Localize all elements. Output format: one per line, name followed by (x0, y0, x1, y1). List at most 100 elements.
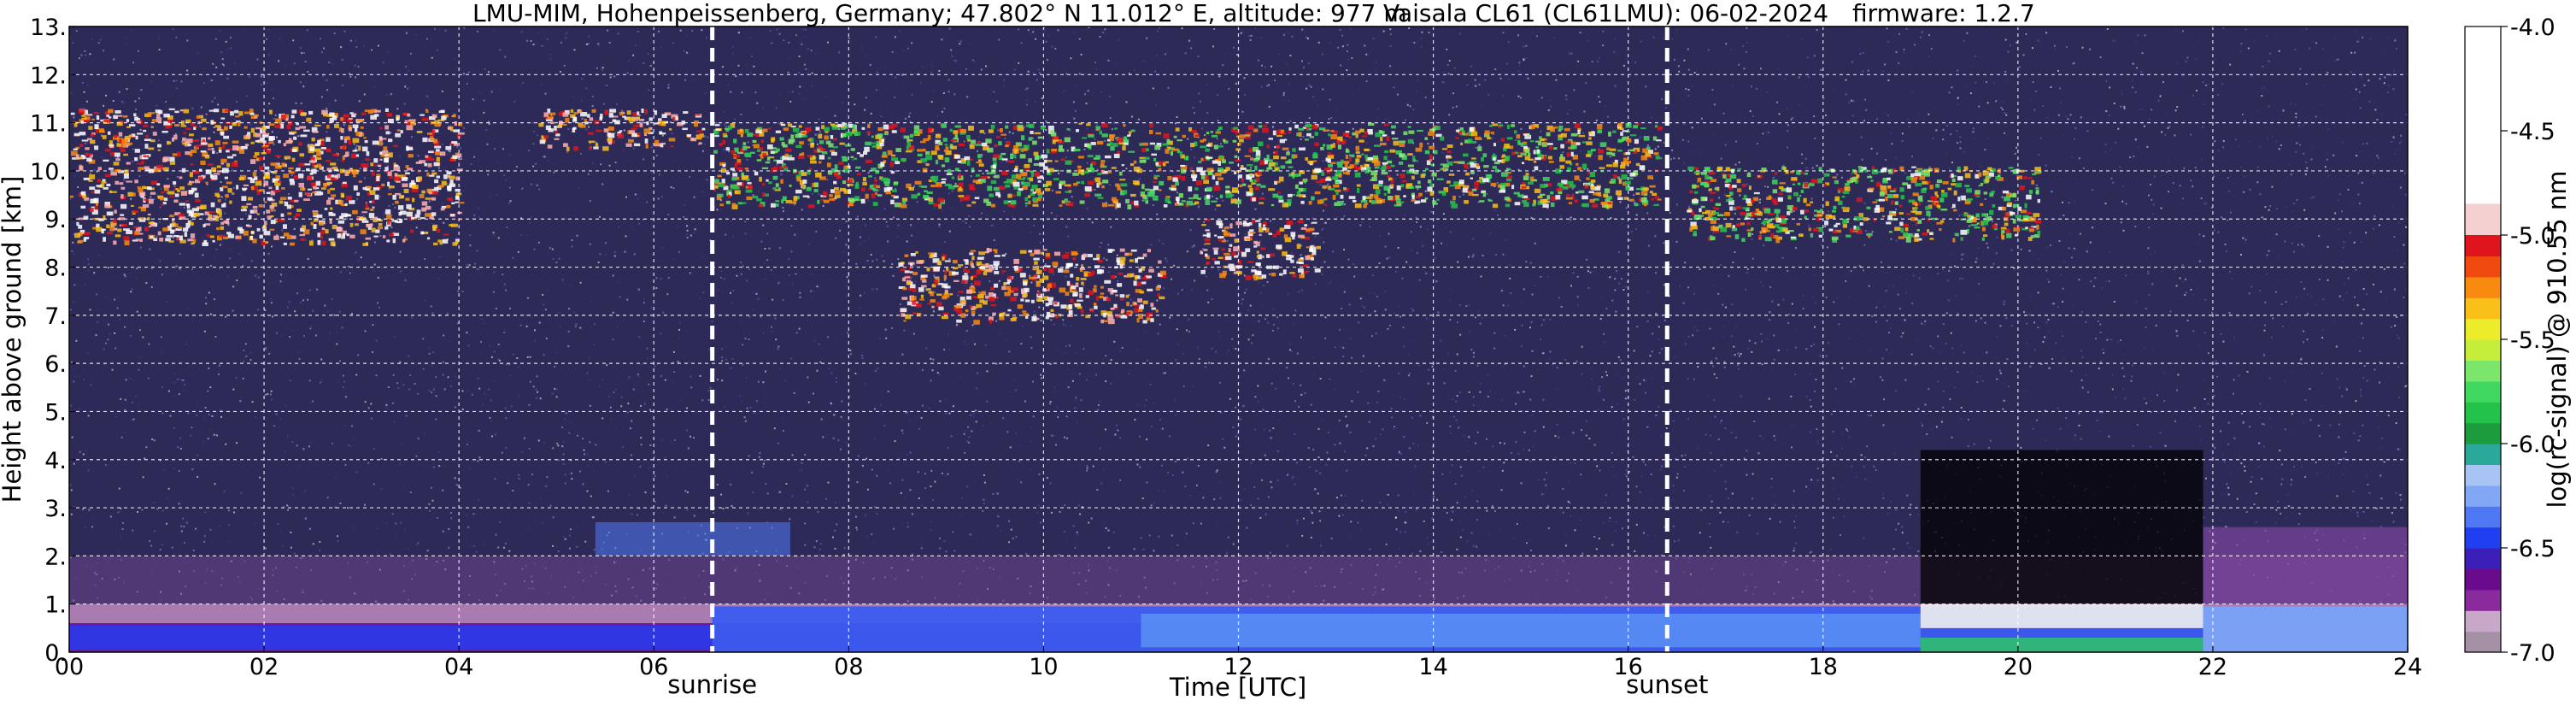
noise-speck (1523, 45, 1525, 48)
noise-speck (2295, 112, 2297, 115)
noise-speck (1864, 98, 1867, 101)
noise-speck (921, 404, 924, 407)
noise-speck (564, 585, 566, 588)
noise-speck (359, 168, 361, 170)
noise-speck (1182, 471, 1184, 474)
noise-speck (1212, 45, 1214, 48)
noise-speck (362, 215, 365, 217)
noise-speck (1430, 174, 1433, 177)
noise-speck (1440, 339, 1442, 342)
noise-speck (425, 191, 427, 192)
noise-speck (1413, 41, 1416, 44)
noise-speck (788, 274, 790, 277)
noise-speck (1573, 192, 1576, 195)
noise-speck (967, 343, 970, 345)
noise-speck (1903, 51, 1905, 54)
noise-speck (791, 495, 794, 497)
noise-speck (1219, 480, 1222, 483)
noise-speck (155, 235, 158, 238)
noise-speck (1051, 189, 1053, 191)
noise-speck (1975, 257, 1978, 260)
noise-speck (1050, 511, 1053, 514)
noise-speck (2309, 419, 2312, 421)
noise-speck (2110, 148, 2112, 150)
noise-speck (2009, 44, 2011, 46)
noise-speck (1529, 571, 1532, 573)
noise-speck (220, 409, 222, 412)
noise-speck (686, 233, 688, 236)
noise-speck (1777, 303, 1780, 306)
title-instrument: Vaisala CL61 (CL61LMU): 06-02-2024 (1383, 0, 1828, 27)
noise-speck (1634, 399, 1636, 402)
noise-speck (205, 297, 207, 299)
noise-speck (138, 97, 140, 100)
noise-speck (211, 79, 214, 81)
noise-speck (197, 403, 199, 406)
noise-speck (1525, 261, 1528, 263)
noise-speck (1859, 52, 1862, 55)
noise-speck (1002, 417, 1005, 420)
noise-speck (746, 279, 748, 282)
noise-speck (211, 570, 214, 573)
noise-speck (593, 549, 596, 551)
noise-speck (1973, 138, 1975, 140)
noise-speck (261, 84, 263, 85)
noise-speck (2355, 268, 2357, 271)
noise-speck (1992, 221, 1993, 223)
noise-speck (1746, 51, 1747, 53)
noise-speck (2318, 235, 2321, 237)
noise-speck (1474, 316, 1476, 319)
noise-speck (2196, 286, 2198, 289)
noise-speck (1105, 527, 1107, 529)
noise-speck (2323, 84, 2326, 86)
noise-speck (477, 377, 479, 379)
noise-speck (2392, 205, 2395, 208)
noise-speck (684, 50, 685, 52)
noise-speck (1609, 156, 1611, 158)
noise-speck (1762, 285, 1764, 287)
noise-speck (536, 397, 538, 399)
noise-speck (842, 582, 845, 585)
noise-speck (1448, 114, 1451, 116)
noise-speck (1960, 407, 1963, 409)
noise-speck (1810, 550, 1812, 553)
noise-speck (577, 434, 578, 437)
noise-speck (1929, 345, 1932, 347)
noise-speck (1143, 404, 1146, 407)
noise-speck (1019, 444, 1022, 446)
noise-speck (950, 435, 953, 438)
noise-speck (628, 376, 631, 379)
noise-speck (1710, 451, 1712, 454)
noise-speck (424, 299, 426, 302)
noise-speck (1323, 261, 1326, 263)
noise-speck (1259, 516, 1262, 519)
noise-speck (1267, 496, 1270, 498)
noise-speck (566, 151, 569, 153)
noise-speck (73, 253, 76, 256)
noise-speck (637, 514, 639, 516)
noise-speck (2194, 57, 2197, 60)
noise-speck (2006, 358, 2009, 361)
noise-speck (2040, 362, 2043, 365)
noise-speck (650, 146, 653, 149)
noise-speck (1116, 254, 1118, 256)
noise-speck (2383, 82, 2385, 85)
noise-speck (428, 200, 431, 203)
noise-speck (1272, 308, 1275, 310)
noise-speck (1709, 327, 1711, 330)
noise-speck (1985, 81, 1987, 83)
noise-speck (615, 388, 617, 391)
noise-speck (654, 456, 656, 458)
noise-speck (1468, 256, 1470, 258)
noise-speck (631, 513, 633, 515)
noise-speck (860, 45, 863, 48)
noise-speck (909, 451, 912, 454)
noise-speck (1009, 192, 1012, 195)
noise-speck (1582, 132, 1584, 134)
noise-speck (1013, 379, 1016, 380)
noise-speck (1419, 595, 1421, 597)
noise-speck (1668, 295, 1670, 297)
noise-speck (1953, 265, 1956, 268)
noise-speck (562, 463, 565, 466)
plot-area (69, 26, 2408, 652)
